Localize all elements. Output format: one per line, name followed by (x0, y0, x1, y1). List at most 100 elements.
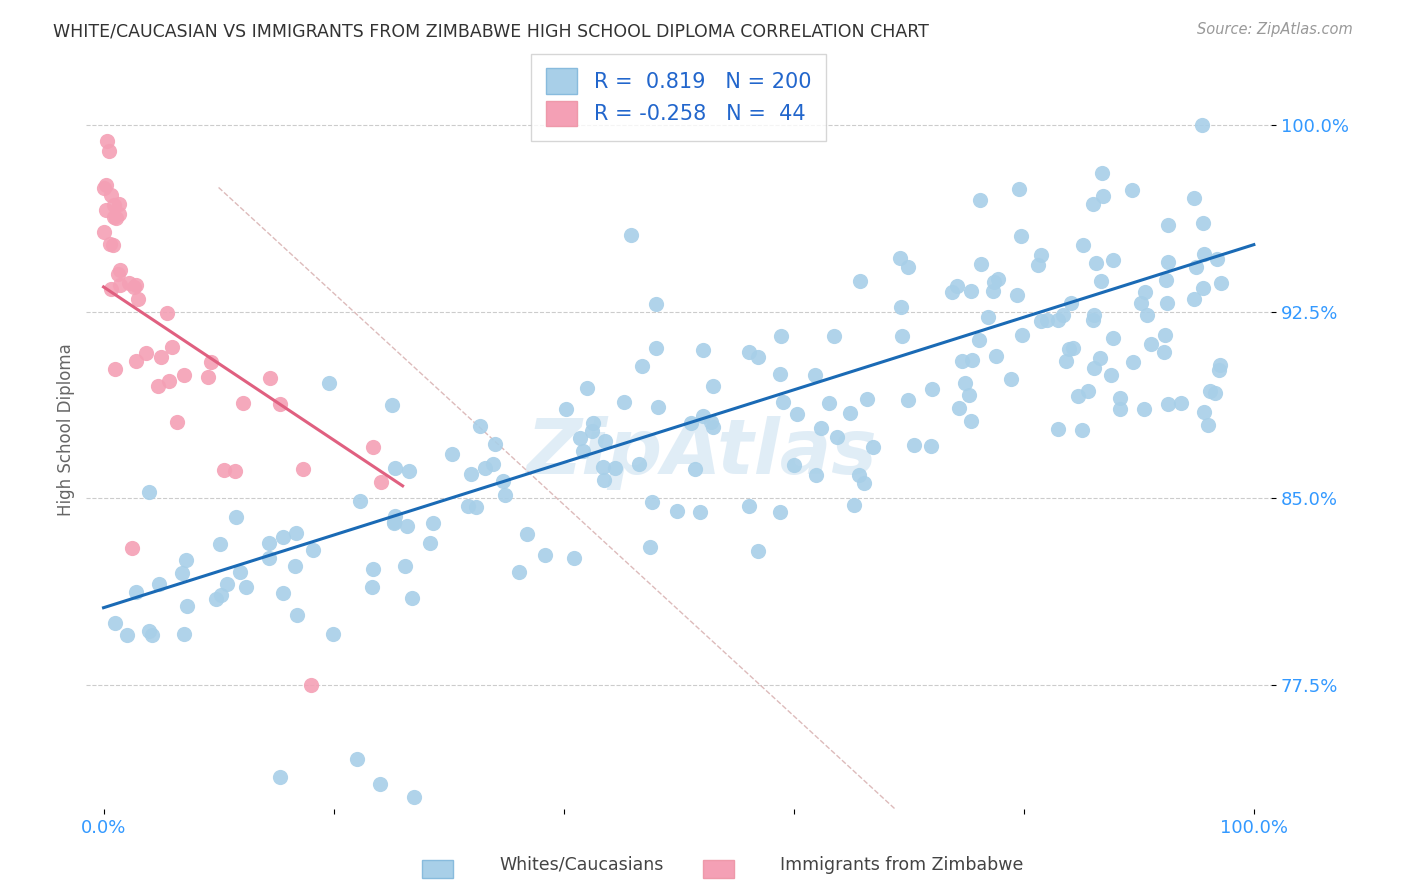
Point (269, 397, 291, 411)
Point (94, 178, 117, 192)
Point (361, 440, 384, 454)
Point (897, 393, 920, 408)
Point (1060, 296, 1083, 310)
Point (1170, 396, 1192, 410)
Point (98, 144, 121, 158)
Point (200, 355, 222, 369)
Point (349, 494, 371, 508)
Point (422, 516, 444, 530)
Point (889, 252, 911, 266)
Point (176, 553, 198, 567)
Legend: R =  0.819   N = 200, R = -0.258   N =  44: R = 0.819 N = 200, R = -0.258 N = 44 (531, 54, 825, 141)
Point (769, 368, 792, 382)
Point (1157, 218, 1180, 232)
Point (232, 396, 254, 410)
Point (844, 498, 866, 512)
Point (702, 379, 724, 393)
Point (1154, 272, 1177, 286)
Point (224, 464, 246, 478)
Point (920, 438, 942, 452)
Point (460, 467, 482, 482)
Point (104, 362, 127, 376)
Point (1088, 351, 1111, 366)
Point (1108, 391, 1130, 405)
Point (738, 345, 761, 359)
Point (1083, 308, 1105, 322)
Point (772, 394, 794, 409)
Point (952, 354, 974, 368)
Point (115, 628, 138, 642)
Point (1005, 288, 1028, 302)
Point (969, 194, 991, 208)
Point (148, 576, 170, 591)
Point (581, 424, 603, 438)
Point (984, 349, 1007, 363)
Point (173, 368, 195, 382)
Point (468, 419, 491, 434)
Point (967, 334, 990, 348)
Point (613, 395, 636, 409)
Point (592, 460, 614, 475)
Point (957, 388, 980, 402)
Point (1085, 256, 1108, 270)
Point (1008, 181, 1031, 195)
Point (1092, 189, 1115, 203)
Point (229, 566, 252, 580)
Point (595, 434, 617, 448)
Point (401, 591, 423, 605)
Point (603, 461, 626, 475)
Point (647, 401, 669, 415)
Point (1054, 354, 1077, 368)
Point (301, 543, 323, 558)
Point (98, 236, 121, 251)
Point (141, 628, 163, 642)
Text: Source: ZipAtlas.com: Source: ZipAtlas.com (1197, 22, 1353, 37)
Y-axis label: High School Diploma: High School Diploma (58, 343, 75, 516)
Point (1122, 355, 1144, 369)
Point (848, 467, 870, 482)
Point (93, 181, 115, 195)
Point (100, 187, 122, 202)
Point (823, 329, 845, 343)
Point (508, 566, 530, 580)
Point (897, 260, 920, 274)
Point (1154, 328, 1177, 343)
Point (108, 277, 131, 292)
Point (825, 430, 848, 444)
Point (284, 558, 307, 573)
Point (1133, 402, 1156, 417)
Point (555, 402, 578, 417)
Point (160, 340, 183, 354)
Point (645, 296, 668, 310)
Point (125, 354, 148, 368)
Point (121, 541, 143, 555)
Point (1209, 358, 1232, 372)
Point (474, 460, 496, 475)
Point (148, 379, 170, 393)
Point (257, 536, 280, 550)
Point (903, 437, 925, 451)
Point (257, 550, 280, 565)
Point (484, 436, 506, 450)
Point (125, 277, 148, 292)
Point (110, 263, 132, 277)
Point (976, 310, 998, 325)
Point (681, 416, 703, 430)
Point (118, 276, 141, 290)
Point (960, 352, 983, 367)
Point (1010, 229, 1032, 244)
Point (271, 586, 294, 600)
Point (582, 416, 605, 430)
Point (948, 401, 970, 415)
Point (1026, 259, 1049, 273)
Point (127, 292, 149, 306)
Point (981, 284, 1004, 298)
Point (149, 350, 172, 364)
Point (1140, 336, 1163, 351)
Point (683, 461, 706, 475)
Text: Whites/Caucasians: Whites/Caucasians (499, 855, 664, 873)
Point (1071, 238, 1094, 252)
Point (1029, 248, 1052, 262)
Point (1081, 197, 1104, 211)
Point (361, 562, 384, 576)
